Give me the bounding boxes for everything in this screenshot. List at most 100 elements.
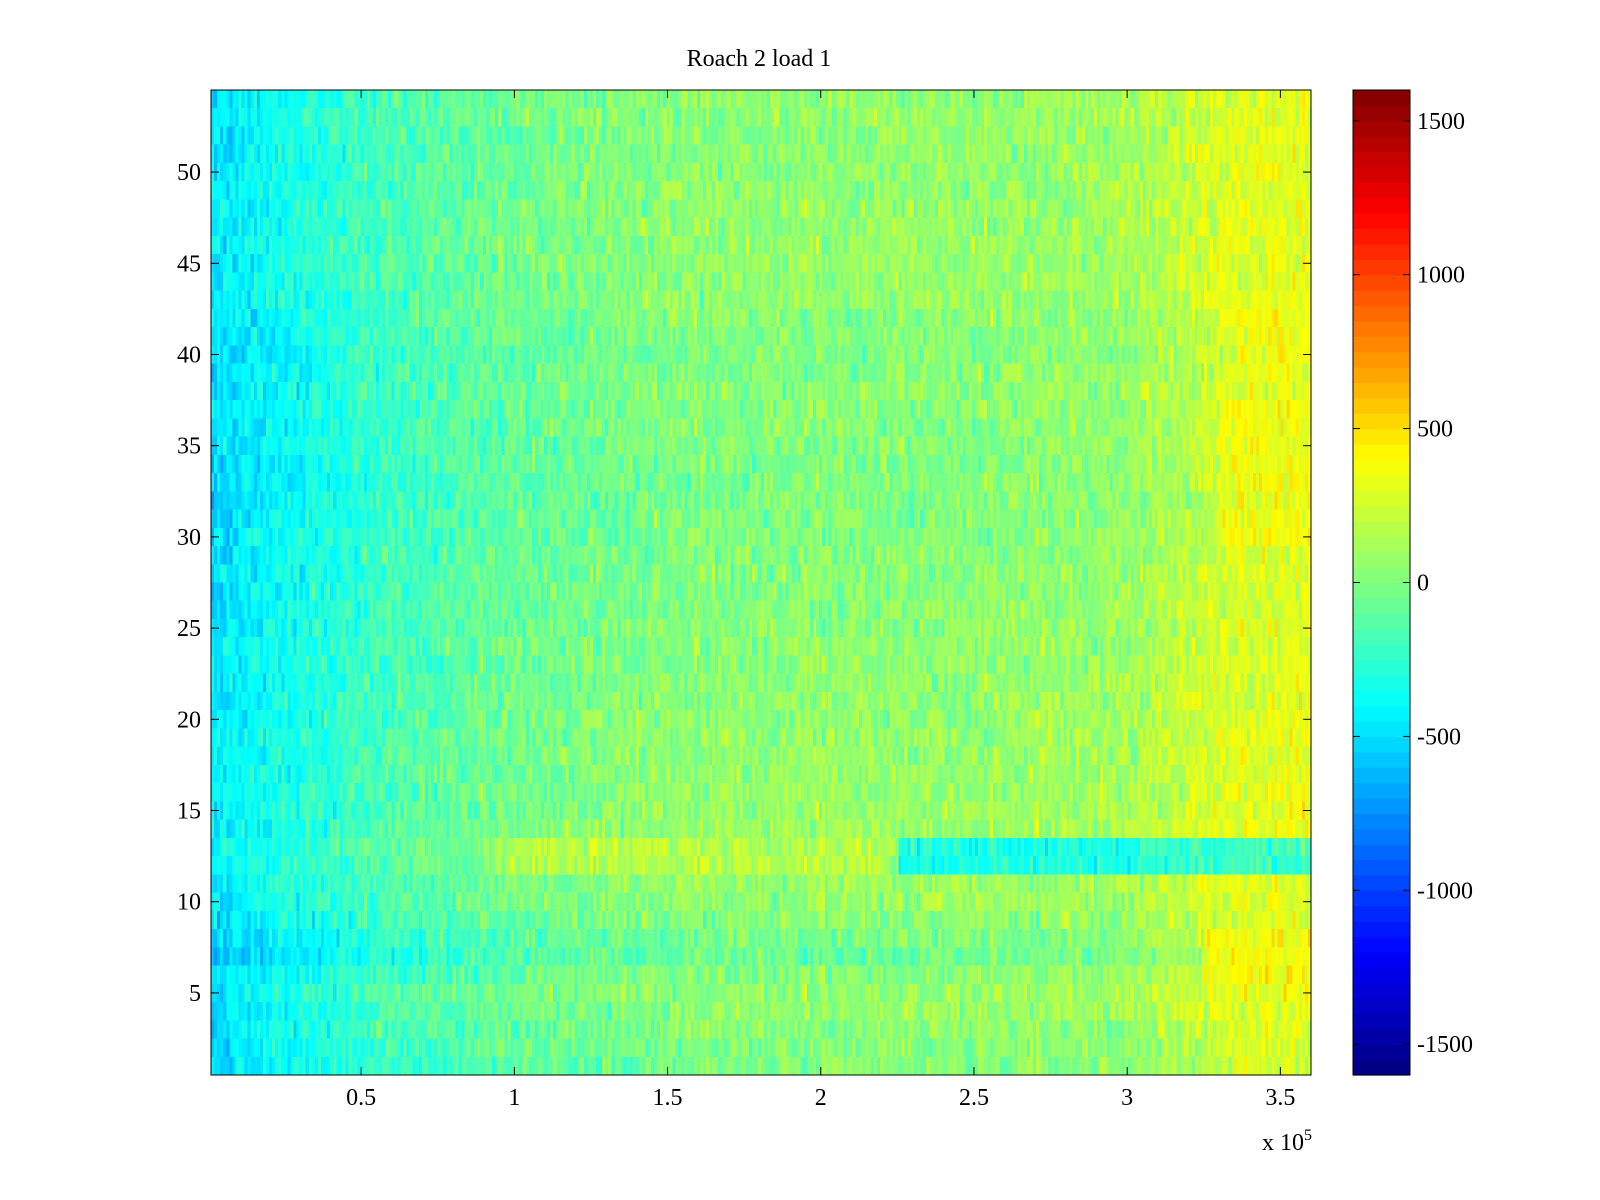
colorbar-band [1353,474,1410,491]
colorbar-band [1353,105,1410,122]
colorbar-band [1353,397,1410,414]
colorbar-band [1353,1044,1410,1061]
colorbar-band [1353,751,1410,768]
colorbar-band [1353,290,1410,307]
colorbar-band [1353,690,1410,707]
colorbar-tick-label: -500 [1417,724,1461,750]
colorbar-band [1353,797,1410,814]
colorbar-band [1353,736,1410,753]
colorbar [1352,89,1411,1076]
colorbar-band [1353,351,1410,368]
x-tick-label: 2.5 [959,1085,989,1111]
colorbar-tick-label: 1500 [1417,109,1465,135]
colorbar-band [1353,628,1410,645]
y-tick-label: 35 [177,434,201,460]
colorbar-band [1353,228,1410,245]
colorbar-band [1353,905,1410,922]
x-axis-multiplier: x 105 [1262,1127,1312,1156]
colorbar-band [1353,813,1410,830]
x-tick-label: 1 [508,1085,520,1111]
colorbar-band [1353,505,1410,522]
y-tick-label: 30 [177,525,201,551]
colorbar-band [1353,459,1410,476]
x-tick-label: 3.5 [1265,1085,1295,1111]
colorbar-band [1353,767,1410,784]
colorbar-band [1353,890,1410,907]
x-tick-label: 2 [815,1085,827,1111]
colorbar-band [1353,644,1410,661]
colorbar-band [1353,597,1410,614]
x-tick-label: 0.5 [346,1085,376,1111]
plot-frame [210,89,1312,1076]
x-axis-ticks: 0.5 1 1.5 2 2.5 3 3.5 [346,90,1295,1111]
colorbar-band [1353,921,1410,938]
colorbar-band [1353,705,1410,722]
colorbar-band [1353,367,1410,384]
x-tick-label: 1.5 [653,1085,683,1111]
colorbar-band [1353,536,1410,553]
y-tick-label: 5 [189,981,201,1007]
colorbar-tick-label: 500 [1417,417,1453,443]
y-tick-label: 15 [177,799,201,825]
colorbar-band [1353,274,1410,291]
colorbar-band [1353,182,1410,199]
colorbar-tick-label: -1000 [1417,878,1473,904]
colorbar-band [1353,120,1410,137]
colorbar-tick-label: -1500 [1417,1032,1473,1058]
colorbar-band [1353,490,1410,507]
x-axis-multiplier-base: x 10 [1262,1130,1304,1156]
colorbar-tick-label: 1000 [1417,263,1465,289]
colorbar-band [1353,305,1410,322]
colorbar-band [1353,674,1410,691]
colorbar-band [1353,951,1410,968]
y-tick-label: 50 [177,160,201,186]
heatmap-image [211,90,1311,1075]
colorbar-band [1353,859,1410,876]
x-axis-multiplier-exponent: 5 [1304,1127,1312,1144]
colorbar-band [1353,166,1410,183]
colorbar-band [1353,967,1410,984]
y-tick-label: 40 [177,342,201,368]
colorbar-band [1353,382,1410,399]
colorbar-band [1353,443,1410,460]
colorbar-band [1353,428,1410,445]
colorbar-band [1353,982,1410,999]
colorbar-band [1353,320,1410,337]
colorbar-band [1353,1028,1410,1045]
colorbar-band [1353,213,1410,230]
colorbar-band [1353,90,1410,106]
colorbar-band [1353,582,1410,599]
colorbar-band [1353,828,1410,845]
y-axis-ticks: 5 10 15 20 25 30 35 40 45 50 [177,160,1311,1007]
colorbar-band [1353,998,1410,1015]
colorbar-band [1353,567,1410,584]
colorbar-band [1353,551,1410,568]
chart-title: Roach 2 load 1 [687,46,832,72]
heatmap-area [210,89,1312,1076]
y-tick-label: 25 [177,616,201,642]
colorbar-band [1353,336,1410,353]
colorbar-band [1353,413,1410,430]
colorbar-tick-label: 0 [1417,571,1429,597]
colorbar-band [1353,613,1410,630]
y-tick-label: 45 [177,251,201,277]
colorbar-band [1353,721,1410,738]
colorbar-band [1353,844,1410,861]
colorbar-band [1353,197,1410,214]
colorbar-band [1353,1013,1410,1030]
colorbar-band [1353,259,1410,276]
colorbar-band [1353,151,1410,168]
colorbar-band [1353,243,1410,260]
colorbar-band [1353,874,1410,891]
y-tick-label: 10 [177,890,201,916]
colorbar-band [1353,782,1410,799]
colorbar-band [1353,659,1410,676]
x-tick-label: 3 [1121,1085,1133,1111]
colorbar-ticks: -1500 -1000 -500 0 500 1000 1500 [1353,109,1473,1058]
colorbar-band [1353,936,1410,953]
y-tick-label: 20 [177,707,201,733]
colorbar-band [1353,1059,1410,1076]
colorbar-band [1353,520,1410,537]
colorbar-band [1353,136,1410,153]
